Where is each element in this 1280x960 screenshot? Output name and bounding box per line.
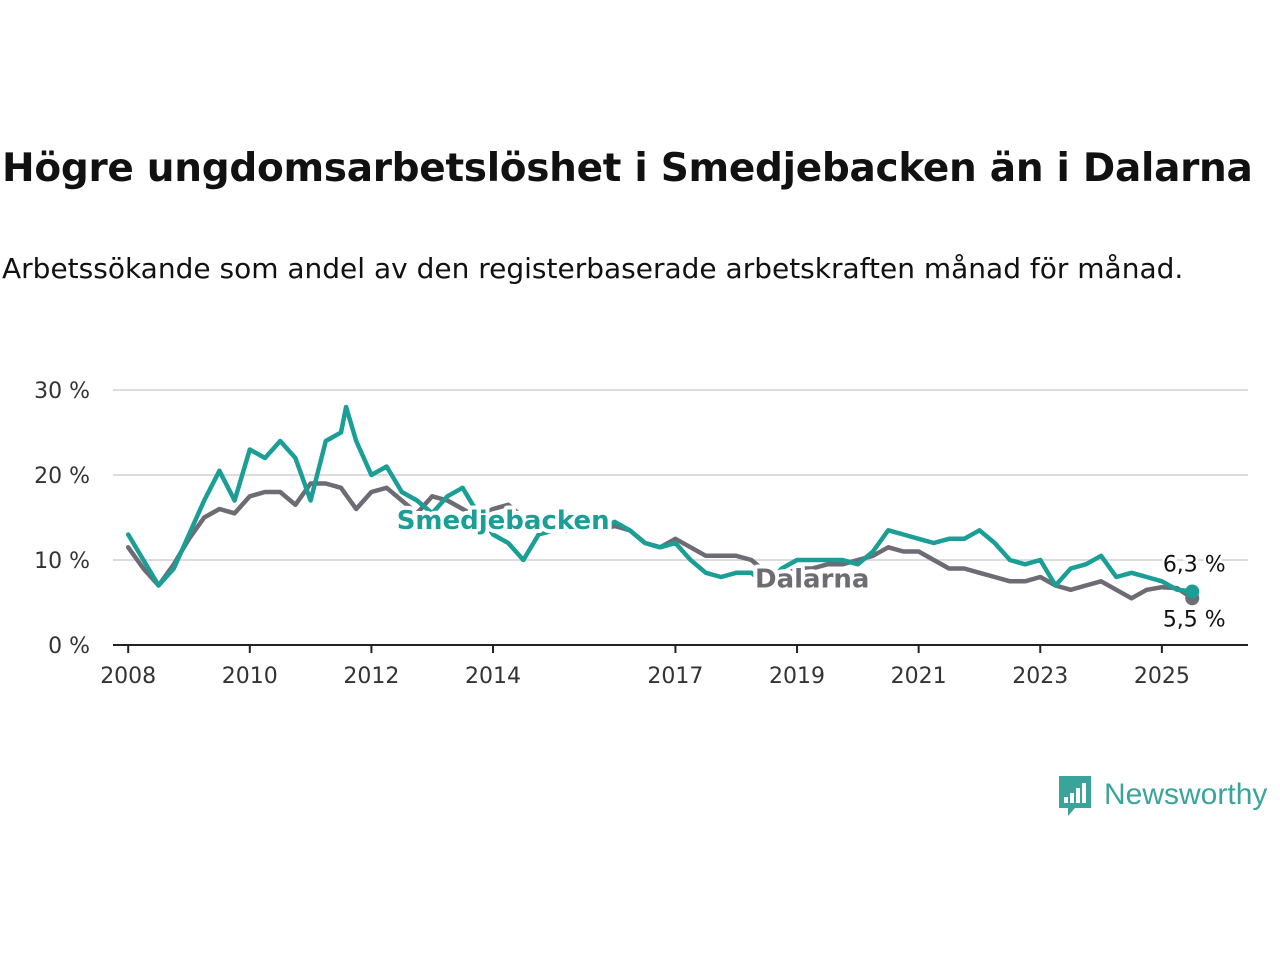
series-label-dalarna: Dalarna	[755, 565, 869, 595]
end-point-smedjebacken	[1185, 584, 1200, 599]
chart-title: Högre ungdomsarbetslöshet i Smedjebacken…	[2, 146, 1253, 191]
newsworthy-brand[interactable]: Newsworthy	[1058, 772, 1267, 818]
series-label-smedjebacken: Smedjebacken	[397, 506, 610, 536]
end-label-dalarna: 5,5 %	[1163, 607, 1226, 632]
newsworthy-logo-icon	[1059, 776, 1091, 816]
end-label-smedjebacken: 6,3 %	[1163, 552, 1226, 577]
x-tick-label: 2014	[465, 664, 521, 689]
x-tick-label: 2023	[1012, 664, 1068, 689]
x-tick-label: 2017	[647, 664, 703, 689]
x-tick-label: 2019	[769, 664, 825, 689]
x-tick-label: 2008	[100, 664, 156, 689]
line-chart: 0 % 10 % 20 % 30 % 2008 2010 2012 2014 2017 2019 2…	[34, 379, 1248, 689]
x-tick-label: 2010	[222, 664, 278, 689]
brand-name: Newsworthy	[1104, 778, 1268, 811]
x-tick-label: 2025	[1134, 664, 1190, 689]
y-tick-label: 20 %	[34, 464, 90, 489]
y-tick-label: 10 %	[34, 549, 90, 574]
chart-subtitle: Arbetssökande som andel av den registerb…	[2, 252, 1184, 285]
series-line-smedjebacken	[125, 404, 1195, 594]
x-tick-label: 2012	[343, 664, 399, 689]
y-tick-label: 0 %	[48, 634, 90, 659]
x-tick-label: 2021	[891, 664, 947, 689]
y-tick-label: 30 %	[34, 379, 90, 404]
series-line-dalarna	[125, 481, 1195, 601]
